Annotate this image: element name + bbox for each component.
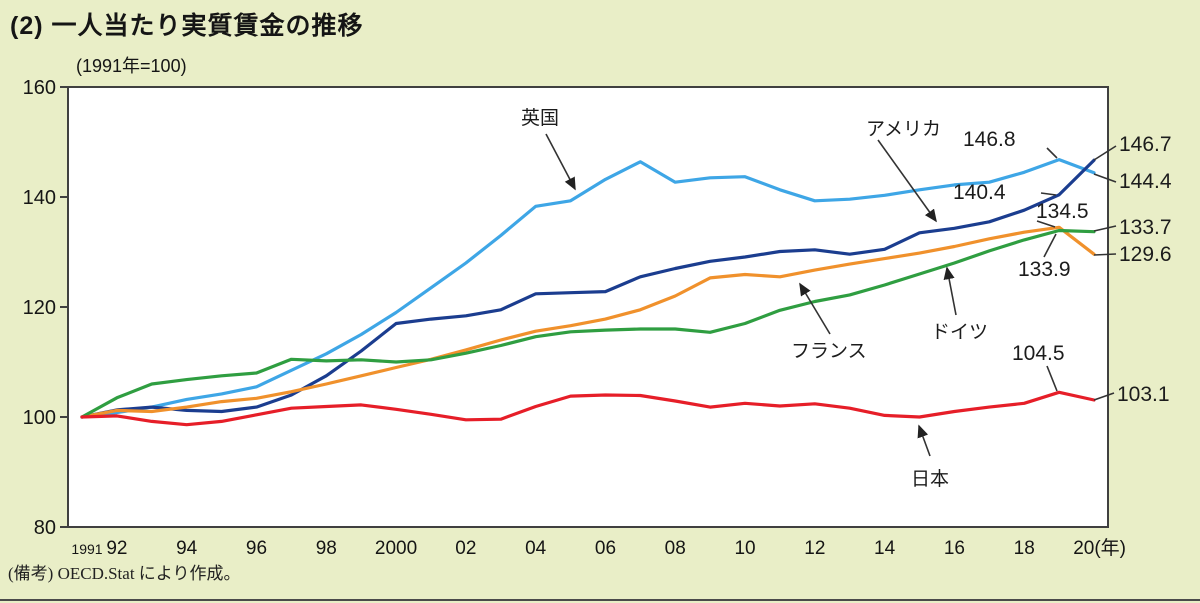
de-2019-value: 133.9: [1018, 258, 1071, 281]
x-tick-label: 08: [665, 538, 686, 559]
fr-2020-connector: [1093, 253, 1117, 256]
uk-2020-connector: [1093, 173, 1117, 183]
series-us-line: [80, 158, 1096, 419]
us-2019-connector: [1040, 192, 1057, 196]
x-tick-label: 94: [176, 538, 198, 559]
x-tick-label: 1991: [71, 541, 102, 557]
x-tick-label: 12: [804, 538, 825, 559]
jp-series-label: 日本: [911, 469, 950, 490]
series-uk-line: [80, 158, 1096, 419]
index-base-note: (1991年=100): [76, 56, 187, 76]
us-series-label: アメリカ: [866, 119, 942, 140]
x-tick-label: 06: [595, 538, 616, 559]
us-2020-value: 146.7: [1119, 133, 1172, 156]
plot-area: [67, 86, 1109, 528]
jp-2020-connector: [1093, 392, 1115, 401]
jp-2020-value: 103.1: [1117, 383, 1170, 406]
fr-series-label: フランス: [791, 341, 867, 362]
y-tick-label: 80: [34, 517, 56, 539]
figure-title: (2) 一人当たり実質賃金の推移: [10, 12, 364, 40]
uk-2020-value: 144.4: [1119, 170, 1172, 193]
fr-2020-value: 129.6: [1119, 243, 1172, 266]
x-tick-label: 92: [106, 538, 127, 559]
jp-2019-value: 104.5: [1012, 342, 1065, 365]
y-tick-label: 140: [23, 187, 56, 209]
fr-2019-connector: [1036, 220, 1056, 228]
us-label-arrow: [877, 139, 937, 223]
uk-2019-connector: [1046, 147, 1058, 159]
x-tick-label: 10: [734, 538, 755, 559]
fr-label-arrow: [799, 282, 831, 335]
de-series-label: ドイツ: [931, 322, 989, 343]
de-2020-connector: [1093, 225, 1117, 232]
x-tick-label: 18: [1014, 538, 1035, 559]
uk-label-arrow: [545, 133, 576, 191]
x-tick-label: 04: [525, 538, 547, 559]
de-2019-connector: [1043, 233, 1057, 258]
source-note: (備考) OECD.Stat により作成。: [8, 564, 241, 583]
us-2020-connector: [1093, 145, 1117, 161]
x-tick-label: 2000: [375, 538, 417, 559]
x-tick-label: 02: [455, 538, 476, 559]
de-label-arrow: [943, 266, 957, 316]
x-tick-label: 96: [246, 538, 267, 559]
page-divider: [0, 599, 1200, 601]
x-tick-label: 98: [316, 538, 337, 559]
series-jp-line: [80, 390, 1096, 427]
x-tick-label: 14: [874, 538, 896, 559]
fr-2019-value: 134.5: [1036, 200, 1089, 223]
us-2019-value: 140.4: [953, 181, 1006, 204]
y-tick-label: 160: [23, 77, 56, 99]
de-2020-value: 133.7: [1119, 216, 1172, 239]
uk-2019-value: 146.8: [963, 128, 1016, 151]
y-tick-label: 120: [23, 297, 56, 319]
uk-series-label: 英国: [521, 108, 560, 129]
jp-2019-connector: [1046, 365, 1058, 392]
x-tick-label: 16: [944, 538, 965, 559]
jp-label-arrow: [917, 424, 931, 457]
x-tick-label: 20(年): [1073, 537, 1126, 559]
series-de-line: [80, 228, 1096, 419]
y-tick-label: 100: [23, 407, 56, 429]
series-fr-line: [80, 225, 1096, 419]
